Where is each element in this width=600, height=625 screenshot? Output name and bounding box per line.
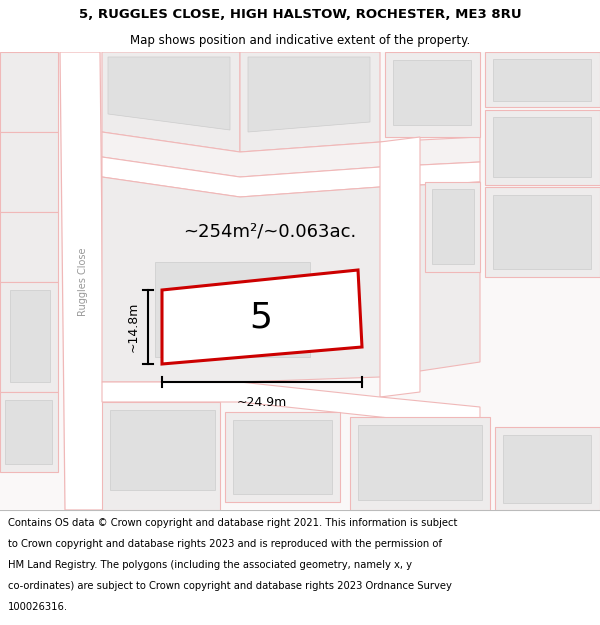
Bar — [495, 427, 600, 510]
Polygon shape — [102, 157, 480, 197]
Polygon shape — [102, 132, 480, 177]
Bar — [432, 189, 474, 264]
Bar — [358, 425, 482, 500]
Polygon shape — [240, 52, 380, 152]
Text: Ruggles Close: Ruggles Close — [78, 248, 88, 316]
Polygon shape — [0, 132, 58, 212]
Bar — [225, 412, 340, 502]
Polygon shape — [0, 282, 58, 392]
Bar — [493, 195, 591, 269]
Text: 5: 5 — [250, 301, 272, 335]
Text: ~254m²/~0.063ac.: ~254m²/~0.063ac. — [184, 223, 356, 241]
Polygon shape — [10, 290, 50, 382]
Bar — [485, 110, 600, 185]
Text: ~24.9m: ~24.9m — [237, 396, 287, 409]
Polygon shape — [162, 270, 362, 364]
Polygon shape — [380, 137, 420, 397]
Polygon shape — [0, 212, 58, 282]
Polygon shape — [102, 177, 480, 382]
Bar — [485, 187, 600, 277]
Polygon shape — [108, 57, 230, 130]
Text: Map shows position and indicative extent of the property.: Map shows position and indicative extent… — [130, 34, 470, 47]
Bar — [385, 52, 480, 137]
Polygon shape — [0, 392, 58, 472]
Text: co-ordinates) are subject to Crown copyright and database rights 2023 Ordnance S: co-ordinates) are subject to Crown copyr… — [8, 581, 452, 591]
Polygon shape — [248, 57, 370, 132]
Bar — [493, 59, 591, 101]
Bar — [425, 182, 480, 272]
Polygon shape — [102, 402, 220, 510]
Polygon shape — [350, 417, 490, 510]
Bar — [155, 262, 310, 357]
Bar — [485, 52, 600, 107]
Bar — [393, 60, 471, 125]
Text: 5, RUGGLES CLOSE, HIGH HALSTOW, ROCHESTER, ME3 8RU: 5, RUGGLES CLOSE, HIGH HALSTOW, ROCHESTE… — [79, 8, 521, 21]
Bar — [493, 117, 591, 177]
Bar — [233, 420, 332, 494]
Text: ~14.8m: ~14.8m — [127, 302, 140, 352]
Text: HM Land Registry. The polygons (including the associated geometry, namely x, y: HM Land Registry. The polygons (includin… — [8, 560, 412, 570]
Text: to Crown copyright and database rights 2023 and is reproduced with the permissio: to Crown copyright and database rights 2… — [8, 539, 442, 549]
Bar — [503, 435, 591, 503]
Bar — [110, 410, 215, 490]
Polygon shape — [0, 52, 58, 132]
Polygon shape — [60, 52, 105, 510]
Polygon shape — [102, 52, 240, 152]
Polygon shape — [5, 400, 52, 464]
Polygon shape — [102, 382, 480, 427]
Text: Contains OS data © Crown copyright and database right 2021. This information is : Contains OS data © Crown copyright and d… — [8, 518, 457, 528]
Text: 100026316.: 100026316. — [8, 602, 68, 612]
